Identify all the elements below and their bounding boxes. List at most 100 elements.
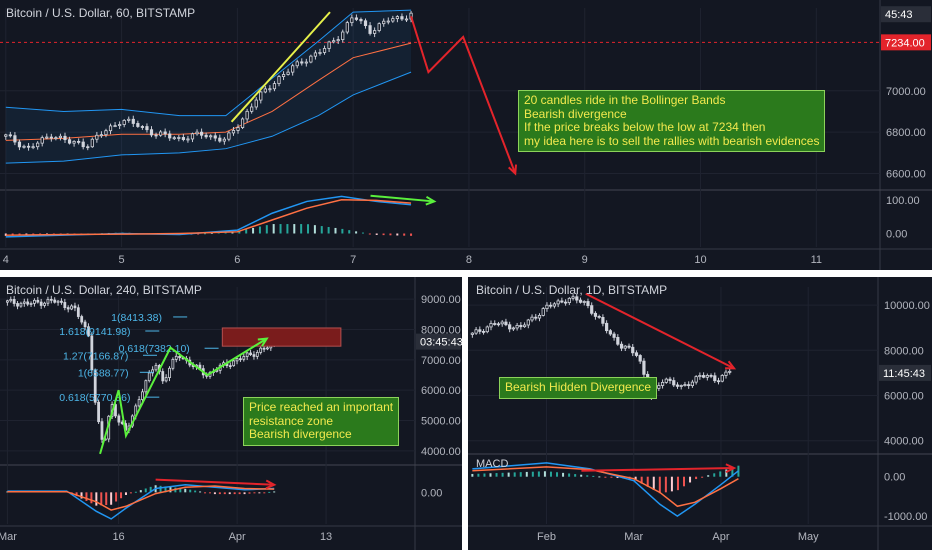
- candle-body: [720, 375, 724, 382]
- annotation-line: Bearish divergence: [524, 106, 627, 121]
- chart-title-br: Bitcoin / U.S. Dollar, 1D, BITSTAMP: [476, 283, 668, 297]
- histogram-bar: [252, 227, 255, 234]
- histogram-bar: [403, 233, 406, 236]
- candle-body: [36, 299, 40, 303]
- histogram-bar: [592, 475, 595, 477]
- candle-body: [140, 126, 144, 128]
- candle-body: [657, 385, 661, 389]
- candle-body: [345, 22, 349, 33]
- candle-body: [582, 301, 586, 303]
- candle-body: [76, 307, 80, 317]
- candle-body: [19, 302, 23, 307]
- x-tick-label: Mar: [0, 531, 17, 543]
- histogram-bar: [327, 227, 330, 234]
- histogram-bar: [208, 492, 211, 494]
- candle-body: [178, 355, 182, 359]
- fib-label: 0.618(7382.10): [119, 343, 190, 355]
- histogram-bar: [164, 486, 167, 493]
- candle-body: [168, 133, 172, 139]
- candle-body: [631, 346, 635, 354]
- annotation-line: Bearish Hidden Divergence: [505, 380, 652, 394]
- indicator-y-tick-label: 100.00: [886, 195, 920, 207]
- resistance-zone: [221, 327, 342, 347]
- candle-body: [171, 359, 175, 369]
- y-tick-label: 7000.00: [421, 355, 461, 367]
- histogram-bar: [129, 492, 132, 494]
- histogram-bar: [100, 492, 103, 506]
- candle-body: [522, 324, 527, 328]
- candle-body: [177, 137, 181, 139]
- signal-line: [5, 198, 412, 236]
- candle-body: [526, 319, 530, 326]
- candle-body: [481, 331, 486, 333]
- histogram-bar: [144, 488, 147, 493]
- histogram-bar: [279, 224, 282, 234]
- candle-body: [291, 65, 295, 73]
- histogram-bar: [368, 233, 371, 235]
- histogram-bar: [320, 226, 323, 234]
- histogram-bar: [382, 233, 385, 236]
- x-tick-label: Apr: [712, 531, 729, 543]
- candle-body: [213, 135, 217, 139]
- candle-body: [174, 355, 178, 360]
- histogram-bar: [149, 486, 152, 493]
- candle-body: [63, 302, 67, 309]
- macd-line: [5, 195, 412, 238]
- histogram-bar: [245, 229, 248, 234]
- histogram-bar: [115, 492, 118, 502]
- candle-body: [634, 352, 639, 356]
- candle-body: [172, 137, 176, 140]
- histogram-bar: [658, 476, 661, 494]
- histogram-bar: [531, 471, 534, 477]
- candle-body: [341, 31, 345, 40]
- y-tick-label: 4000.00: [421, 446, 461, 458]
- candle-body: [22, 145, 26, 148]
- candle-body: [53, 299, 57, 303]
- candle-body: [100, 421, 104, 440]
- arrow-head: [425, 195, 437, 206]
- candle-body: [281, 74, 286, 77]
- candle-body: [623, 345, 627, 349]
- histogram-bar: [731, 467, 734, 477]
- candle-body: [368, 25, 372, 34]
- candle-body: [209, 135, 213, 138]
- candle-body: [552, 303, 557, 307]
- x-tick-label: Feb: [537, 531, 556, 543]
- candle-body: [373, 30, 377, 34]
- annotation-br: Bearish Hidden Divergence: [499, 377, 658, 399]
- histogram-bar: [396, 233, 399, 236]
- candle-body: [586, 301, 590, 307]
- price-badge-label: 11:45:43: [883, 368, 925, 380]
- histogram-bar: [313, 225, 316, 234]
- candle-body: [6, 300, 9, 303]
- candle-body: [496, 323, 501, 326]
- candle-body: [232, 360, 236, 367]
- histogram-bar: [139, 490, 142, 493]
- candle-body: [95, 134, 99, 140]
- candle-body: [627, 345, 631, 348]
- candle-body: [147, 372, 151, 382]
- candle-body: [478, 329, 482, 332]
- histogram-bar: [233, 492, 236, 495]
- candle-body: [104, 130, 108, 136]
- histogram-bar: [105, 492, 108, 506]
- candle-body: [660, 382, 665, 386]
- candle-body: [400, 16, 404, 20]
- candle-body: [249, 352, 252, 356]
- candle-body: [204, 134, 208, 138]
- candle-body: [567, 297, 571, 303]
- histogram-bar: [238, 230, 241, 234]
- candle-body: [235, 358, 239, 362]
- histogram-bar: [248, 492, 251, 494]
- candle-body: [382, 20, 386, 25]
- candle-body: [195, 131, 199, 135]
- histogram-bar: [525, 471, 528, 477]
- price-badge: [881, 6, 931, 23]
- candle-body: [601, 316, 605, 324]
- annotation-line: resistance zone: [249, 413, 334, 428]
- indicator-y-tick-label: 0.00: [886, 229, 907, 241]
- histogram-bar: [95, 492, 98, 506]
- candle-body: [504, 321, 508, 326]
- histogram-bar: [586, 475, 589, 477]
- candle-body: [537, 315, 542, 319]
